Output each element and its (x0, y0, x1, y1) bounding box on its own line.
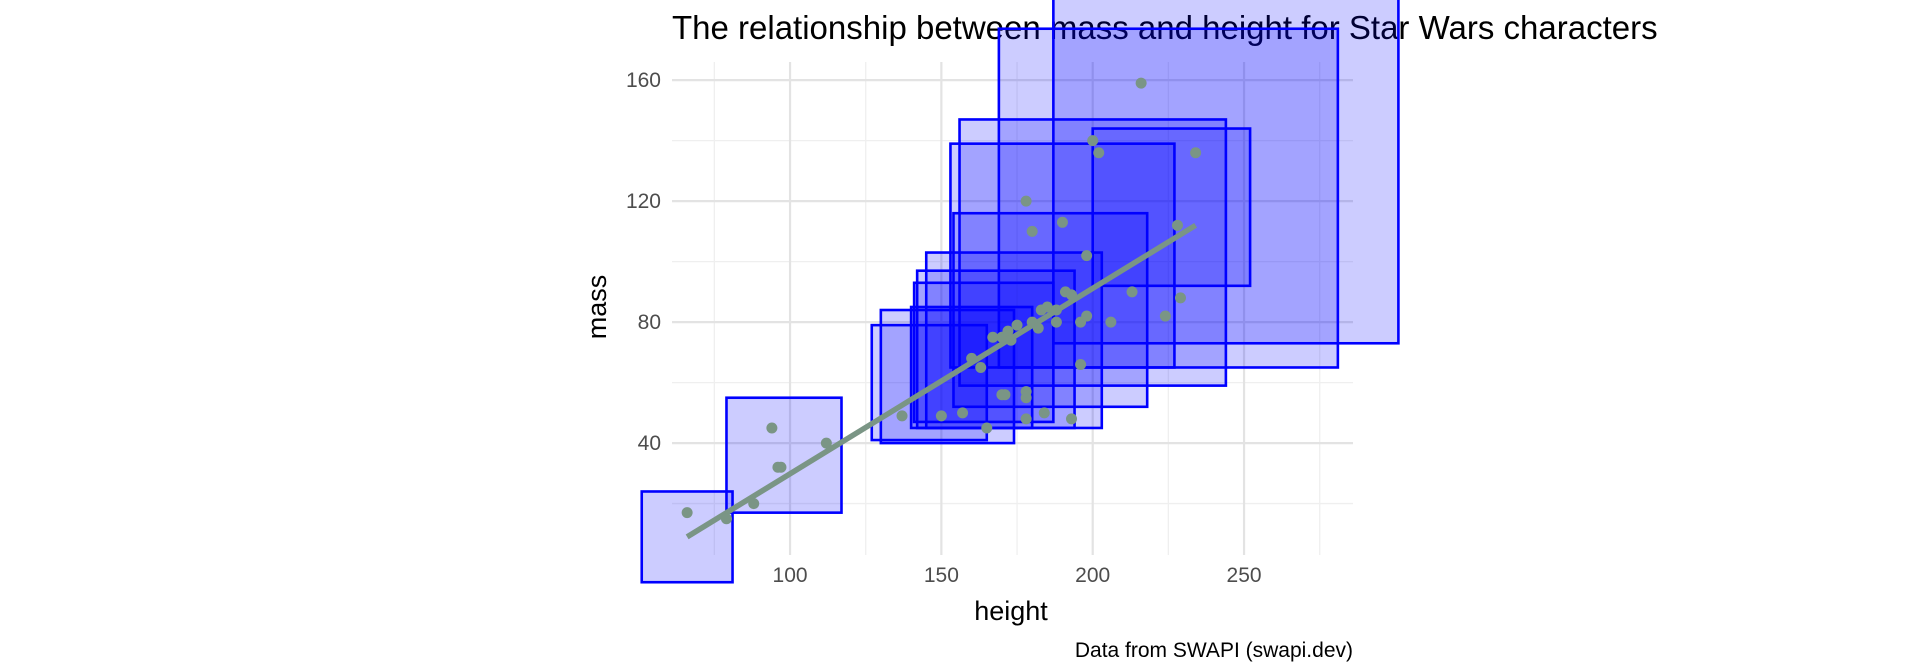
data-point (896, 410, 908, 422)
data-point (766, 422, 778, 434)
data-point (1066, 413, 1078, 425)
data-point (1020, 413, 1032, 425)
y-axis-title: mass (582, 275, 612, 340)
data-point (775, 461, 787, 473)
x-tick-label: 100 (773, 564, 808, 587)
data-point (1075, 358, 1087, 370)
data-box (949, 142, 1176, 369)
y-tick-label: 160 (626, 69, 661, 92)
y-tick-label: 40 (638, 432, 661, 455)
data-point (1174, 292, 1186, 304)
data-point (935, 410, 947, 422)
data-point (1190, 147, 1202, 159)
data-point (966, 352, 978, 364)
data-point (1135, 77, 1147, 89)
data-point (1038, 407, 1050, 419)
data-point (681, 507, 693, 519)
data-point (957, 407, 969, 419)
data-point (820, 437, 832, 449)
data-point (1050, 316, 1062, 328)
data-point (1081, 310, 1093, 322)
data-point (720, 513, 732, 525)
trend-line (685, 222, 1198, 540)
y-tick-label: 120 (626, 190, 661, 213)
data-point (1020, 195, 1032, 207)
data-point (1032, 322, 1044, 334)
data-point (1159, 310, 1171, 322)
x-tick-label: 250 (1227, 564, 1262, 587)
x-axis-ticks: 100 150 200 250 (773, 564, 1262, 587)
x-tick-label: 200 (1075, 564, 1110, 587)
data-point (987, 331, 999, 343)
data-point (1087, 135, 1099, 147)
data-point (1026, 225, 1038, 237)
data-point (1171, 219, 1183, 231)
data-point (1005, 334, 1017, 346)
y-tick-label: 80 (638, 311, 661, 334)
data-point (1093, 147, 1105, 159)
data-point (999, 389, 1011, 401)
data-point (1011, 319, 1023, 331)
data-box (640, 490, 734, 584)
data-point (748, 498, 760, 510)
data-point (1056, 216, 1068, 228)
data-point (981, 422, 993, 434)
data-box (1091, 127, 1252, 288)
data-point (1002, 325, 1014, 337)
data-point (1105, 316, 1117, 328)
data-point (1126, 286, 1138, 298)
x-tick-label: 150 (924, 564, 959, 587)
point-layer (681, 77, 1202, 525)
data-point (1066, 289, 1078, 301)
data-point (1081, 250, 1093, 262)
y-axis-ticks: 40 80 120 160 (626, 69, 661, 455)
data-point (975, 361, 987, 373)
data-point (1020, 386, 1032, 398)
data-point (1041, 301, 1053, 313)
chart-caption: Data from SWAPI (swapi.dev) (1075, 639, 1353, 662)
trend-line-layer (685, 222, 1198, 540)
box-layer (640, 0, 1400, 584)
data-point (1050, 304, 1062, 316)
x-axis-title: height (974, 596, 1048, 626)
